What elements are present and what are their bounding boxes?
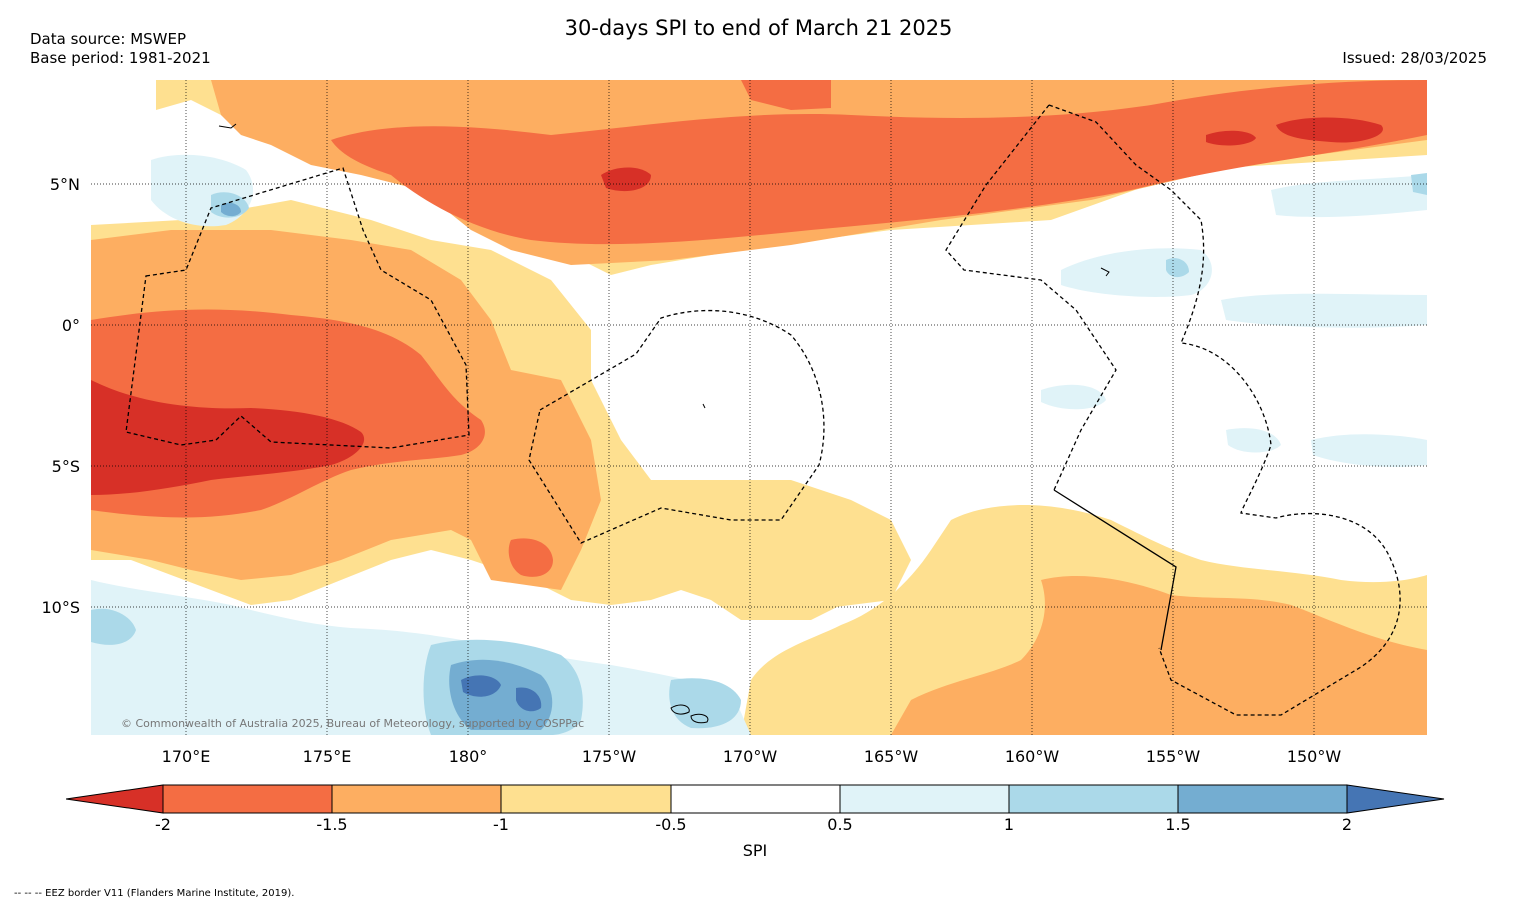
colorbar-tick-0-5: 0.5 <box>827 815 853 834</box>
colorbar-segment-below-2 <box>66 784 164 814</box>
spi-region-abd9e9-southwest <box>91 608 136 645</box>
spi-region-74add1-north <box>221 202 241 217</box>
colorbar-tick-minus-2: -2 <box>155 815 171 834</box>
map-title: 30-days SPI to end of March 21 2025 <box>564 16 953 40</box>
spi-region-e0f3f8-east-2 <box>1271 175 1427 218</box>
spi-region-e0f3f8-east-6 <box>1311 434 1427 467</box>
lat-label-5n: 5°N <box>49 175 80 194</box>
lon-label-170w: 170°W <box>722 747 778 766</box>
eez-border-kiribati-gilbert <box>125 167 470 449</box>
spi-region-d73027-north-3 <box>601 167 651 192</box>
spi-region-f46d43-west-2 <box>508 538 553 577</box>
base-period-label: Base period: 1981-2021 <box>30 49 211 67</box>
islands <box>218 123 1110 724</box>
eez-border-phoenix <box>528 309 825 544</box>
eez-borders <box>125 104 1401 716</box>
copyright-text: © Commonwealth of Australia 2025, Bureau… <box>121 717 584 730</box>
spi-region-f46d43-north <box>331 80 1427 245</box>
spi-region-e0f3f8-east-4 <box>1041 384 1106 410</box>
colorbar-tick-minus-1: -1 <box>493 815 509 834</box>
colorbar-tick-2: 2 <box>1341 815 1353 834</box>
colorbar-label: SPI <box>742 841 768 860</box>
colorbar-segment-3 <box>500 784 672 814</box>
colorbar-segment-4 <box>670 784 841 814</box>
eez-border-solid <box>1053 489 1177 651</box>
colorbar-segment-above-2 <box>1346 784 1445 814</box>
colorbar-segment-6 <box>1008 784 1179 814</box>
data-source-label: Data source: MSWEP <box>30 30 187 48</box>
lat-label-5s: 5°S <box>51 457 80 476</box>
colorbar-tick-minus-1-5: -1.5 <box>316 815 348 834</box>
spi-region-4575b4-south <box>461 675 501 697</box>
lon-label-175w: 175°W <box>581 747 637 766</box>
spi-region-f46d43-north-2 <box>741 80 831 110</box>
colorbar-tick-1: 1 <box>1003 815 1015 834</box>
colorbar-segment-1 <box>162 784 333 814</box>
lon-label-170e: 170°E <box>161 747 211 766</box>
colorbar-tick-1-5: 1.5 <box>1165 815 1191 834</box>
spi-region-d73027-north-2 <box>1276 117 1383 143</box>
spi-region-abd9e9-south-2 <box>669 678 741 729</box>
spi-region-fdae61-southeast <box>891 575 1427 735</box>
colorbar-segment-7 <box>1177 784 1348 814</box>
colorbar-segment-2 <box>331 784 502 814</box>
lon-label-180: 180° <box>448 747 488 766</box>
spi-colorbar <box>66 784 1445 814</box>
eez-footnote: -- -- -- EEZ border V11 (Flanders Marine… <box>14 888 295 899</box>
lon-label-175e: 175°E <box>302 747 352 766</box>
spi-region-d73027-north-1 <box>1206 130 1256 146</box>
spi-region-e0f3f8-east-5 <box>1226 428 1281 453</box>
spi-region-e0f3f8-east-3 <box>1221 293 1427 328</box>
eez-border-line-islands-west <box>945 104 1117 491</box>
issued-date-label: Issued: 28/03/2025 <box>1342 49 1487 67</box>
lat-label-0: 0° <box>61 316 80 335</box>
lon-label-160w: 160°W <box>1004 747 1060 766</box>
colorbar-tick-minus-0-5: -0.5 <box>655 815 687 834</box>
lon-label-150w: 150°W <box>1286 747 1342 766</box>
lat-label-10s: 10°S <box>41 598 80 617</box>
lon-label-155w: 155°W <box>1145 747 1201 766</box>
spi-region-fee090-central <box>691 480 911 610</box>
colorbar-segment-5 <box>839 784 1010 814</box>
spi-region-e0f3f8-south <box>91 580 751 735</box>
lon-label-165w: 165°W <box>863 747 919 766</box>
spi-region-abd9e9-east <box>1166 258 1189 278</box>
spi-map: © Commonwealth of Australia 2025, Bureau… <box>91 80 1427 735</box>
eez-border-line-islands <box>1048 104 1401 716</box>
spi-region-4575b4-south-2 <box>516 687 542 712</box>
spi-region-abd9e9-east-2 <box>1411 173 1427 195</box>
